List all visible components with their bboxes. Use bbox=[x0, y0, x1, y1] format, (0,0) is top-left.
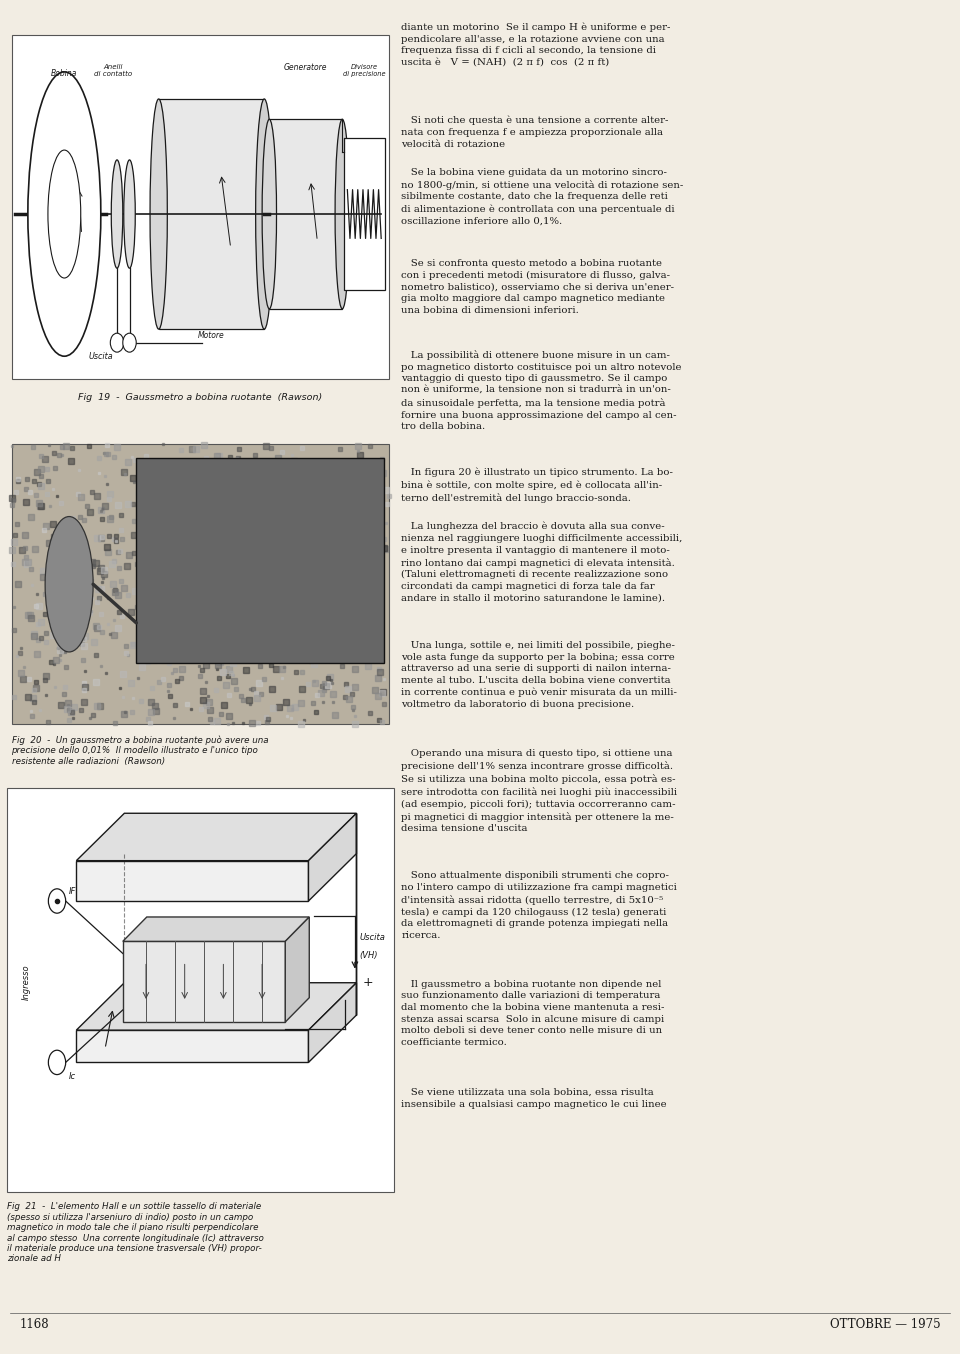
Text: Una lunga, sottile e, nei limiti del possibile, pieghe-
vole asta funge da suppo: Una lunga, sottile e, nei limiti del pos… bbox=[401, 642, 677, 709]
Polygon shape bbox=[77, 861, 308, 900]
Bar bbox=[136, 458, 384, 663]
Text: Generatore: Generatore bbox=[284, 62, 327, 72]
Ellipse shape bbox=[262, 119, 276, 309]
Ellipse shape bbox=[150, 99, 167, 329]
Text: B: B bbox=[233, 938, 244, 952]
Bar bbox=[344, 138, 385, 290]
Text: Operando una misura di questo tipo, si ottiene una
precisione dell'1% senza inco: Operando una misura di questo tipo, si o… bbox=[401, 749, 678, 833]
Text: +: + bbox=[363, 976, 373, 988]
Polygon shape bbox=[308, 814, 356, 900]
Text: La possibilità di ottenere buone misure in un cam-
po magnetico distorto costitu: La possibilità di ottenere buone misure … bbox=[401, 349, 682, 432]
Text: Anelli
di contatto: Anelli di contatto bbox=[94, 65, 132, 77]
Text: Bobina: Bobina bbox=[51, 69, 78, 79]
Polygon shape bbox=[123, 941, 285, 1022]
Circle shape bbox=[48, 888, 65, 913]
Circle shape bbox=[110, 333, 124, 352]
Polygon shape bbox=[77, 1030, 308, 1063]
Text: Si noti che questa è una tensione a corrente alter-
nata con frequenza f e ampie: Si noti che questa è una tensione a corr… bbox=[401, 116, 669, 149]
Text: Se la bobina viene guidata da un motorino sincro-
no 1800-g/min, si ottiene una : Se la bobina viene guidata da un motorin… bbox=[401, 168, 684, 225]
Polygon shape bbox=[123, 917, 309, 941]
Text: 1168: 1168 bbox=[19, 1317, 49, 1331]
Circle shape bbox=[48, 1051, 65, 1075]
Text: Fig  19  -  Gaussmetro a bobina ruotante  (Rawson): Fig 19 - Gaussmetro a bobina ruotante (R… bbox=[78, 393, 323, 402]
Text: OTTOBRE — 1975: OTTOBRE — 1975 bbox=[830, 1317, 941, 1331]
Text: Ic: Ic bbox=[68, 1071, 76, 1080]
Ellipse shape bbox=[255, 99, 273, 329]
Polygon shape bbox=[308, 983, 356, 1063]
Text: diante un motorino  Se il campo H è uniforme e per-
pendicolare all'asse, e la r: diante un motorino Se il campo H è unifo… bbox=[401, 22, 671, 66]
Bar bbox=[270, 119, 343, 309]
Polygon shape bbox=[285, 917, 309, 1022]
Ellipse shape bbox=[111, 160, 123, 268]
Ellipse shape bbox=[45, 516, 93, 651]
Text: Sono attualmente disponibili strumenti che copro-
no l'intero campo di utilizzaz: Sono attualmente disponibili strumenti c… bbox=[401, 872, 677, 940]
Text: IF: IF bbox=[68, 887, 76, 896]
Bar bbox=[12, 35, 389, 379]
Text: Il gaussmetro a bobina ruotante non dipende nel
suo funzionamento dalle variazio: Il gaussmetro a bobina ruotante non dipe… bbox=[401, 980, 664, 1047]
Bar bbox=[7, 788, 394, 1192]
Text: Fig  21  -  L'elemento Hall e un sottile tassello di materiale
(spesso si utiliz: Fig 21 - L'elemento Hall e un sottile ta… bbox=[7, 1202, 264, 1263]
Bar bbox=[158, 99, 264, 329]
Circle shape bbox=[123, 333, 136, 352]
Text: Ingresso: Ingresso bbox=[21, 964, 31, 999]
Text: (VH): (VH) bbox=[360, 951, 378, 960]
Text: Uscita: Uscita bbox=[88, 352, 113, 362]
Polygon shape bbox=[77, 814, 356, 861]
Text: Fig  20  -  Un gaussmetro a bobina ruotante può avere una
precisione dello 0,01%: Fig 20 - Un gaussmetro a bobina ruotante… bbox=[12, 735, 268, 765]
Text: Uscita: Uscita bbox=[360, 933, 386, 942]
Ellipse shape bbox=[28, 72, 101, 356]
Bar bbox=[12, 444, 389, 724]
Polygon shape bbox=[77, 983, 356, 1030]
Text: In figura 20 è illustrato un tipico strumento. La bo-
bina è sottile, con molte : In figura 20 è illustrato un tipico stru… bbox=[401, 467, 673, 502]
Text: La lunghezza del braccio è dovuta alla sua conve-
nienza nel raggiungere luoghi : La lunghezza del braccio è dovuta alla s… bbox=[401, 521, 683, 603]
Text: Se viene utilizzata una sola bobina, essa risulta
insensibile a qualsiasi campo : Se viene utilizzata una sola bobina, ess… bbox=[401, 1089, 667, 1109]
Text: Se si confronta questo metodo a bobina ruotante
con i precedenti metodi (misurat: Se si confronta questo metodo a bobina r… bbox=[401, 259, 674, 315]
Text: Divisore
di precisione: Divisore di precisione bbox=[343, 65, 386, 77]
Ellipse shape bbox=[335, 119, 349, 309]
Ellipse shape bbox=[124, 160, 135, 268]
Ellipse shape bbox=[48, 150, 81, 278]
Text: Motore: Motore bbox=[198, 330, 225, 340]
